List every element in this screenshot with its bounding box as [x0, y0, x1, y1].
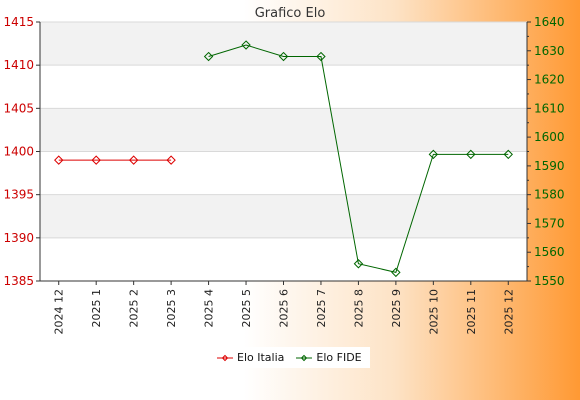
data-point-elo-fide — [503, 149, 513, 160]
x-tick-label: 2025 7 — [315, 289, 328, 328]
x-tick-label: 2024 12 — [53, 289, 66, 335]
x-tick-label: 2025 1 — [90, 289, 103, 328]
left-tick-label: 1405 — [3, 101, 34, 115]
left-tick-label: 1410 — [3, 58, 34, 72]
x-tick-label: 2025 9 — [390, 289, 403, 328]
x-tick-label: 2025 8 — [352, 289, 365, 328]
plot-band — [40, 22, 527, 66]
left-tick-label: 1400 — [3, 145, 34, 159]
data-point-elo-fide — [203, 51, 214, 62]
data-point-elo-fide — [241, 40, 251, 50]
data-point-elo-italia — [54, 155, 64, 165]
data-point-elo-italia — [128, 155, 139, 165]
legend-item-elo-fide: Elo FIDE — [296, 351, 362, 364]
data-point-elo-fide — [316, 51, 326, 62]
data-point-elo-fide — [391, 267, 401, 278]
x-tick-label: 2025 11 — [465, 289, 478, 335]
right-tick-label: 1640 — [534, 15, 565, 29]
x-tick-label: 2025 3 — [165, 289, 178, 328]
x-tick-label: 2025 2 — [128, 289, 141, 328]
right-tick-label: 1590 — [534, 159, 565, 173]
x-axis-ticks: 2024 12 2025 1 2025 2 2025 3 2025 4 2025 5 202… — [53, 281, 515, 335]
right-tick-label: 1580 — [534, 188, 565, 202]
legend: Elo Italia Elo FIDE — [211, 347, 370, 368]
left-tick-label: 1390 — [3, 231, 34, 245]
right-tick-label: 1610 — [534, 101, 565, 115]
data-point-elo-fide — [278, 51, 289, 62]
data-point-elo-fide — [428, 149, 439, 160]
plot-band — [40, 108, 527, 152]
right-tick-label: 1630 — [534, 44, 565, 58]
left-tick-label: 1415 — [3, 15, 34, 29]
left-axis-ticks: 1385 1390 1395 1400 1405 1410 1415 — [3, 15, 40, 288]
right-tick-label: 1560 — [534, 245, 565, 259]
x-tick-label: 2025 12 — [502, 289, 515, 335]
data-point-elo-fide — [353, 259, 364, 269]
legend-label-elo-italia: Elo Italia — [237, 351, 285, 364]
legend-item-elo-italia: Elo Italia — [217, 351, 284, 364]
right-tick-label: 1600 — [534, 130, 565, 144]
right-tick-label: 1550 — [534, 274, 565, 288]
series-layer — [54, 40, 513, 278]
x-tick-label: 2025 5 — [240, 289, 253, 328]
legend-marker-elo-fide — [296, 354, 313, 361]
data-point-elo-fide — [466, 149, 476, 160]
data-point-elo-italia — [91, 155, 101, 165]
x-tick-label: 2025 4 — [203, 289, 216, 328]
left-tick-label: 1385 — [3, 274, 34, 288]
plot-band — [40, 194, 527, 238]
series-line-elo-fide — [208, 44, 509, 273]
right-tick-label: 1620 — [534, 73, 565, 87]
right-axis-ticks: 1550 1560 1570 1580 1590 1600 1610 1620 1630 1640 — [527, 15, 565, 288]
legend-label-elo-fide: Elo FIDE — [316, 351, 362, 364]
left-tick-label: 1395 — [3, 188, 34, 202]
x-tick-label: 2025 10 — [427, 289, 440, 335]
data-point-elo-italia — [166, 155, 176, 165]
right-tick-label: 1570 — [534, 216, 565, 230]
x-tick-label: 2025 6 — [278, 289, 291, 328]
legend-marker-elo-italia — [217, 354, 233, 361]
chart-title: Grafico Elo — [255, 6, 326, 21]
